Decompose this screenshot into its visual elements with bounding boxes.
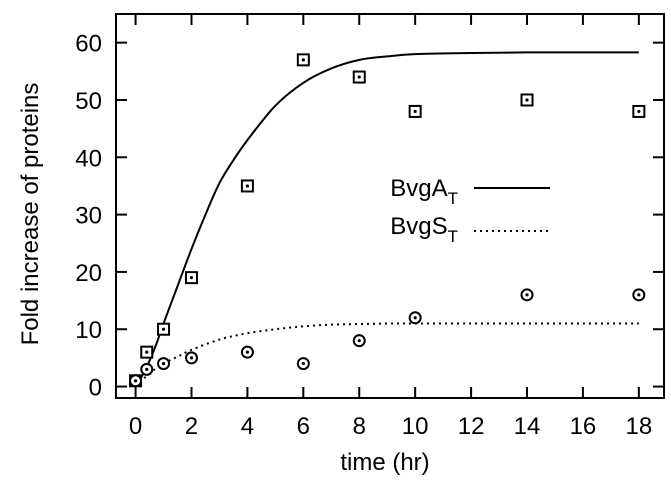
x-tick-label: 4	[241, 413, 254, 440]
data-point-bvgs-t	[632, 288, 646, 302]
x-tick-label: 2	[185, 413, 198, 440]
data-point-bvgs-t	[408, 311, 422, 325]
x-tick-label: 12	[458, 413, 485, 440]
y-tick-label: 20	[75, 260, 102, 287]
y-tick-label: 10	[75, 317, 102, 344]
data-point-bvga-t	[632, 104, 646, 118]
x-axis-label: time (hr)	[340, 449, 429, 476]
legend-label-bvgs: BvgST	[390, 213, 458, 246]
data-point-bvga-t	[157, 322, 171, 336]
x-tick-label: 10	[402, 413, 429, 440]
data-point-bvga-t	[140, 345, 154, 359]
data-point-bvga-t	[184, 271, 198, 285]
marker-center-dot	[525, 98, 529, 102]
marker-center-dot	[637, 293, 641, 297]
marker-center-dot	[301, 58, 305, 62]
legend-label-bvga: BvgAT	[390, 175, 458, 208]
points-layer	[129, 53, 646, 388]
marker-center-dot	[161, 362, 166, 366]
marker-center-dot	[525, 293, 529, 297]
ticks-layer: 0 2 4 6 8 10 12 14 16 18 0 10 20 30 40 50 60	[75, 14, 664, 440]
marker-center-dot	[245, 350, 250, 354]
y-tick-label: 40	[75, 145, 102, 172]
data-point-bvgs-t	[184, 351, 198, 365]
x-tick-label: 18	[625, 413, 652, 440]
marker-center-dot	[357, 339, 361, 343]
model-curve-bvga-t	[134, 51, 639, 388]
data-point-bvga-t	[520, 93, 534, 107]
data-point-bvgs-t	[157, 357, 171, 371]
data-point-bvgs-t	[240, 345, 254, 359]
x-tick-label: 0	[129, 413, 142, 440]
y-tick-label: 0	[89, 375, 102, 402]
y-tick-label: 30	[75, 203, 102, 230]
marker-center-dot	[413, 109, 417, 114]
series-layer	[134, 51, 639, 388]
plot-frame	[115, 13, 665, 399]
marker-center-dot	[189, 276, 194, 280]
data-point-bvgs-t	[129, 374, 143, 388]
plot-area	[115, 13, 665, 399]
x-tick-label: 6	[297, 413, 310, 440]
y-tick-label: 60	[75, 31, 102, 58]
data-point-bvgs-t	[140, 362, 154, 376]
data-point-bvga-t	[408, 104, 422, 118]
data-point-bvga-t	[296, 53, 310, 67]
data-point-bvgs-t	[520, 288, 534, 302]
data-point-bvgs-t	[352, 334, 366, 348]
marker-center-dot	[145, 367, 149, 371]
model-curve-bvgs-t	[134, 322, 639, 388]
marker-center-dot	[145, 350, 149, 354]
data-point-bvga-t	[240, 179, 254, 193]
marker-center-dot	[357, 75, 361, 79]
marker-center-dot	[637, 109, 641, 114]
marker-center-dot	[161, 327, 166, 331]
x-tick-label: 14	[514, 413, 541, 440]
marker-center-dot	[413, 316, 417, 320]
x-tick-label: 16	[570, 413, 597, 440]
x-tick-label: 8	[353, 413, 366, 440]
y-axis-label: Fold increase of proteins	[17, 83, 44, 346]
marker-center-dot	[189, 356, 194, 360]
marker-center-dot	[301, 362, 305, 366]
y-tick-label: 50	[75, 88, 102, 115]
data-point-bvga-t	[352, 70, 366, 84]
marker-center-dot	[245, 184, 250, 188]
marker-center-dot	[133, 379, 138, 383]
legend: BvgAT BvgST	[390, 175, 550, 246]
data-point-bvgs-t	[296, 357, 310, 371]
